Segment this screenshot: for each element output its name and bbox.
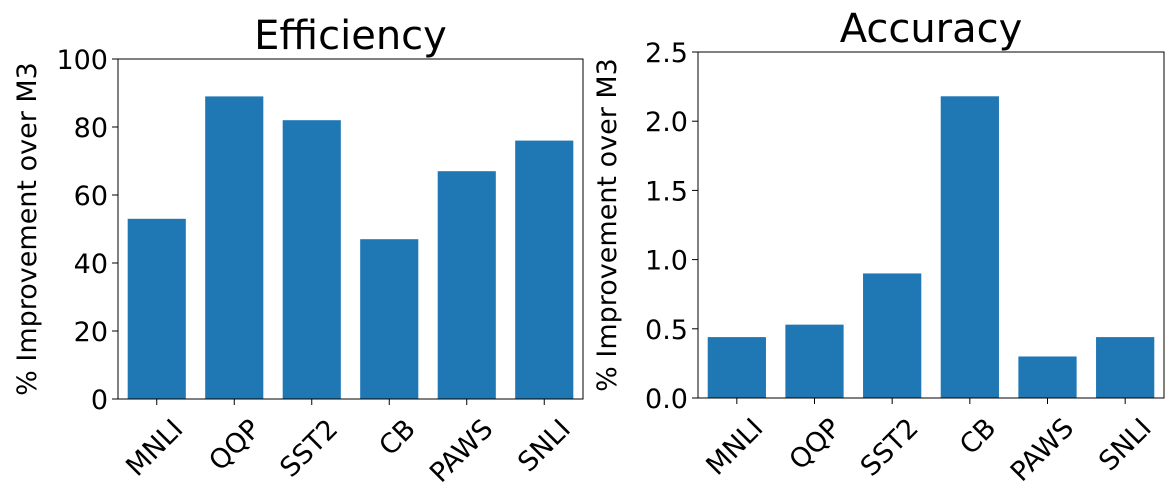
y-tick-label: 40: [74, 249, 108, 280]
bar: [205, 96, 264, 400]
x-tick-label: QQP: [784, 413, 847, 476]
bar: [282, 120, 341, 399]
bar: [515, 140, 574, 399]
bar: [863, 273, 922, 398]
y-tick-label: 2.0: [645, 107, 688, 138]
y-tick-label: 20: [74, 317, 108, 348]
x-tick-label: PAWS: [1005, 413, 1080, 483]
x-tick-label: PAWS: [424, 414, 499, 483]
bar: [360, 239, 419, 399]
x-tick-label: SST2: [274, 414, 344, 483]
x-tick-label: CB: [954, 413, 1002, 461]
axes-frame: [117, 58, 584, 400]
bar: [1018, 356, 1077, 398]
bar: [1096, 337, 1155, 398]
y-tick-label: 1.0: [645, 246, 688, 277]
y-axis-label: % Improvement over M3: [12, 62, 43, 396]
x-tick-label: SNLI: [1093, 413, 1158, 478]
y-tick-label: 1.5: [645, 176, 688, 207]
axes-frame: [697, 51, 1165, 399]
chart-title: Efficiency: [254, 13, 447, 59]
bar: [127, 218, 186, 399]
x-tick-label: SST2: [855, 413, 925, 483]
bar: [940, 96, 999, 399]
y-tick-label: 0: [91, 385, 108, 416]
x-tick-label: MNLI: [700, 413, 769, 482]
bar: [785, 324, 844, 398]
x-tick-label: MNLI: [120, 414, 189, 483]
bar: [437, 171, 496, 399]
x-tick-label: SNLI: [512, 414, 577, 479]
y-tick-label: 2.5: [645, 38, 688, 69]
y-axis-label: % Improvement over M3: [592, 58, 623, 392]
y-tick-label: 80: [74, 113, 108, 144]
chart-title: Accuracy: [840, 6, 1023, 52]
y-tick-label: 100: [56, 45, 108, 76]
y-tick-label: 60: [74, 181, 108, 212]
x-tick-label: QQP: [203, 414, 266, 477]
bar: [707, 337, 766, 398]
x-tick-label: CB: [373, 414, 421, 462]
y-tick-label: 0.5: [645, 315, 688, 346]
y-tick-label: 0.0: [645, 384, 688, 415]
